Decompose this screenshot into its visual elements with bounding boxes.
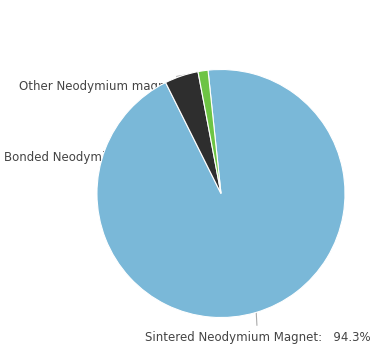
Wedge shape bbox=[166, 72, 221, 194]
Wedge shape bbox=[198, 70, 221, 194]
Wedge shape bbox=[97, 70, 345, 317]
Text: Bonded Neodymium Magnet:  4.4%: Bonded Neodymium Magnet: 4.4% bbox=[4, 79, 214, 164]
Text: Sintered Neodymium Magnet:   94.3%: Sintered Neodymium Magnet: 94.3% bbox=[145, 301, 370, 344]
Text: Other Neodymium magnet:  1.3%: Other Neodymium magnet: 1.3% bbox=[19, 73, 219, 93]
